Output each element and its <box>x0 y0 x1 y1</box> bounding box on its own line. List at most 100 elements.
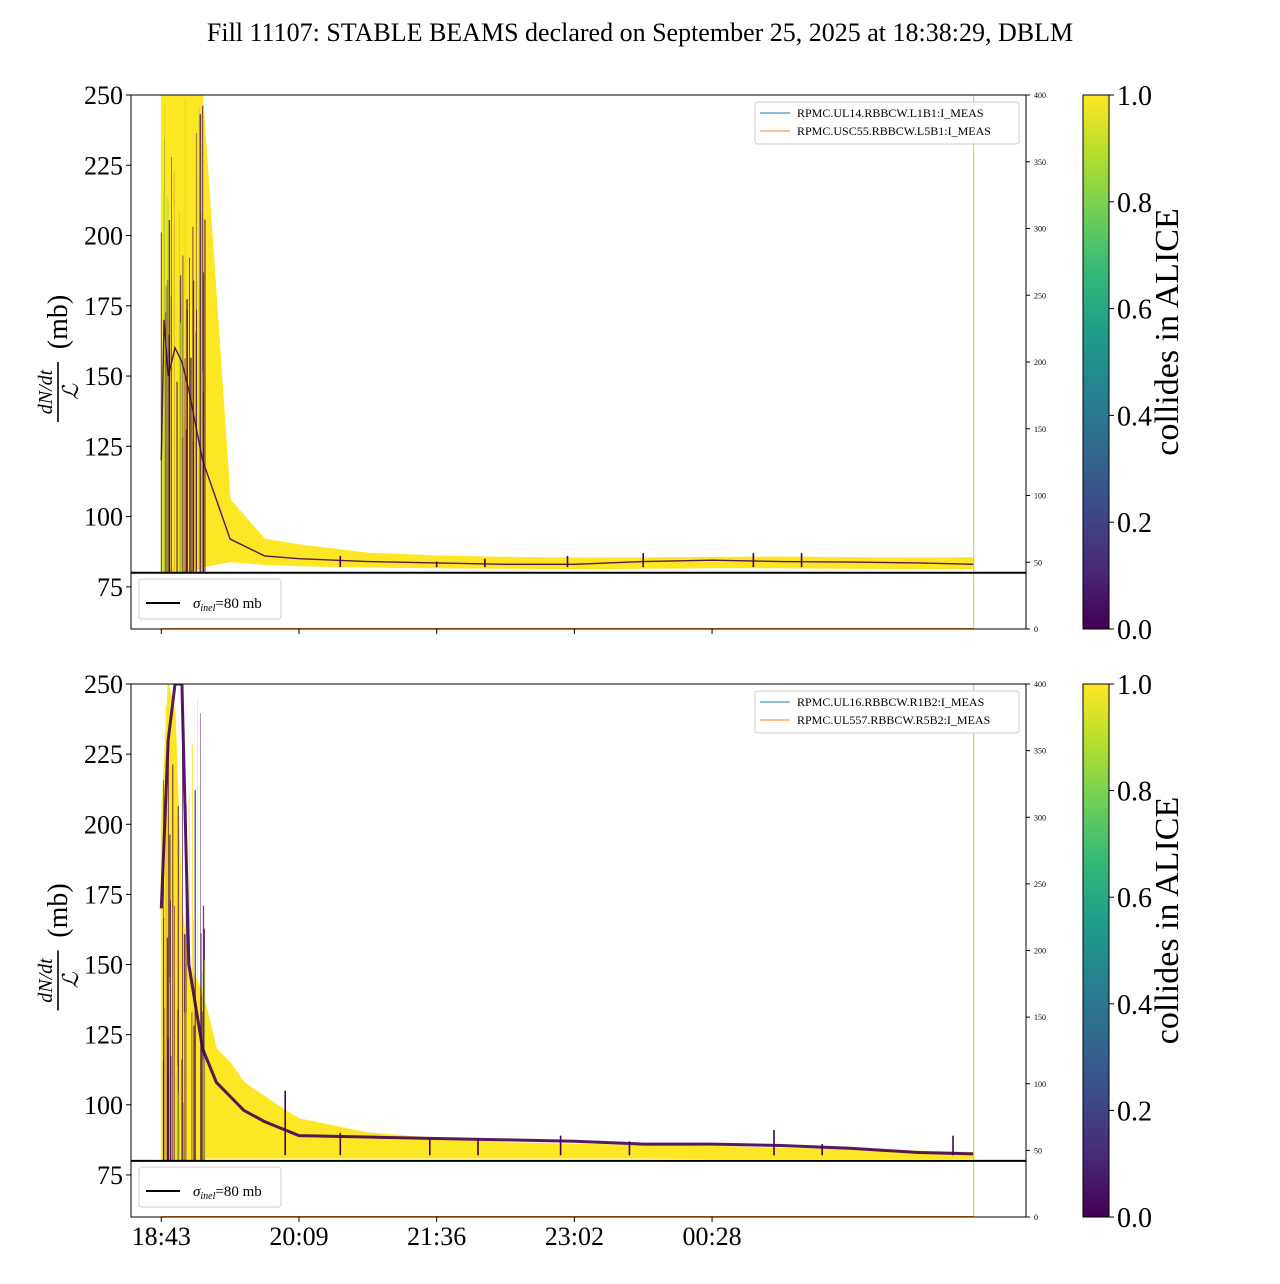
secondary-y-tick-label: 300 <box>1034 813 1046 822</box>
x-tick-label: 00:28 <box>682 1222 741 1251</box>
spikes <box>284 1090 954 1156</box>
legend-entry: RPMC.USC55.RBBCW.L5B1:I_MEAS <box>797 124 991 138</box>
legend-box <box>754 690 1020 734</box>
secondary-y-tick-label: 50 <box>1034 558 1042 567</box>
secondary-y-tick-label: 100 <box>1034 492 1046 501</box>
series-collides-1-band <box>160 95 975 574</box>
colorbar-tick-label: 1.0 <box>1117 670 1152 701</box>
legend-box <box>138 1166 282 1208</box>
series-collides-0-line <box>159 684 974 1156</box>
data-area <box>160 95 975 574</box>
sigma-legend-label: σinel=80 mb <box>193 596 262 614</box>
legend-box <box>754 101 1020 145</box>
y-tick-label: 225 <box>84 151 123 180</box>
colorbar: 0.0 0.2 0.4 0.6 0.8 1.0 collides in ALICE <box>1082 670 1186 1234</box>
y-tick-label: 175 <box>84 292 123 321</box>
legend-entry: RPMC.UL557.RBBCW.R5B2:I_MEAS <box>797 713 990 727</box>
secondary-y-tick-label: 200 <box>1034 358 1046 367</box>
sigma-subscript: inel <box>200 1191 215 1202</box>
burst-traces <box>160 98 206 573</box>
beam2-panel: 75 100 125 150 175 200 225 250 0 50 100 150 200 250 30… <box>35 670 1186 1251</box>
secondary-y-tick-label: 400 <box>1034 680 1046 689</box>
legend-entry: RPMC.UL14.RBBCW.L1B1:I_MEAS <box>797 106 984 120</box>
x-tick-label: 21:36 <box>407 1222 466 1251</box>
secondary-y-tick-label: 300 <box>1034 225 1046 234</box>
y-tick-label: 225 <box>84 740 123 769</box>
secondary-y-tick-label: 350 <box>1034 747 1046 756</box>
rpmc-legend: RPMC.UL16.RBBCW.R1B2:I_MEAS RPMC.UL557.RB… <box>754 690 1020 734</box>
rpmc-legend: RPMC.UL14.RBBCW.L1B1:I_MEAS RPMC.USC55.RB… <box>754 101 1020 145</box>
secondary-y-tick-label: 150 <box>1034 1013 1046 1022</box>
y-label-numerator: dN/dt <box>35 369 57 414</box>
series-collides-0-line <box>160 319 974 566</box>
x-tick-label: 23:02 <box>545 1222 604 1251</box>
spikes <box>339 553 803 568</box>
y-label-unit: (mb) <box>43 295 74 349</box>
colorbar-tick-label: 0.0 <box>1117 1203 1152 1234</box>
colorbar-label: collides in ALICE <box>1149 797 1186 1044</box>
sigma-legend: σinel=80 mb <box>138 578 282 620</box>
data-area <box>159 684 975 1162</box>
beam1-panel: 75 100 125 150 175 200 225 250 0 50 100 150 200 250 30… <box>35 81 1186 646</box>
y-tick-label: 150 <box>84 362 123 391</box>
secondary-y-tick-label: 400 <box>1034 91 1046 100</box>
y-tick-label: 125 <box>84 432 123 461</box>
secondary-y-tick-label: 250 <box>1034 880 1046 889</box>
colorbar-tick-label: 0.6 <box>1117 883 1152 914</box>
y-label-denominator: ℒ <box>58 971 83 988</box>
y-tick-label: 75 <box>97 573 123 602</box>
y-tick-label: 200 <box>84 810 123 839</box>
y-tick-label: 100 <box>84 503 123 532</box>
y-label-denominator: ℒ <box>58 383 83 400</box>
colorbar-tick-label: 0.0 <box>1117 615 1152 646</box>
colorbar: 0.0 0.2 0.4 0.6 0.8 1.0 collides in ALICE <box>1082 81 1186 646</box>
secondary-y-tick-label: 350 <box>1034 158 1046 167</box>
y-tick-label: 250 <box>84 670 123 699</box>
secondary-y-tick-label: 250 <box>1034 291 1046 300</box>
colorbar-label: collides in ALICE <box>1149 208 1186 455</box>
series-collides-1-band <box>160 684 975 1162</box>
sigma-suffix: =80 mb <box>215 1184 261 1200</box>
colorbar-tick-label: 0.8 <box>1117 777 1152 808</box>
colorbar-tick-label: 1.0 <box>1117 81 1152 112</box>
y-label-unit: (mb) <box>43 883 74 937</box>
colorbar-tick-label: 0.6 <box>1117 295 1152 326</box>
burst-traces <box>161 698 206 1161</box>
colorbar-gradient <box>1082 683 1110 1218</box>
sigma-symbol: σ <box>193 596 201 612</box>
colorbar-gradient <box>1082 94 1110 630</box>
y-tick-label: 150 <box>84 951 123 980</box>
secondary-y-tick-label: 0 <box>1034 625 1038 634</box>
sigma-legend: σinel=80 mb <box>138 1166 282 1208</box>
y-axis-label: dN/dt ℒ (mb) <box>35 295 83 422</box>
colorbar-tick-label: 0.2 <box>1117 1096 1152 1127</box>
secondary-y-tick-label: 200 <box>1034 947 1046 956</box>
legend-box <box>138 578 282 620</box>
sigma-subscript: inel <box>200 603 215 614</box>
colorbar-tick-label: 0.4 <box>1117 401 1152 432</box>
colorbar-tick-label: 0.8 <box>1117 188 1152 219</box>
y-axis-label: dN/dt ℒ (mb) <box>35 883 83 1011</box>
y-tick-label: 250 <box>84 81 123 110</box>
y-tick-label: 100 <box>84 1091 123 1120</box>
sigma-legend-label: σinel=80 mb <box>193 1184 262 1202</box>
secondary-y-tick-label: 100 <box>1034 1080 1046 1089</box>
secondary-y-tick-label: 50 <box>1034 1146 1042 1155</box>
secondary-y-tick-label: 150 <box>1034 425 1046 434</box>
colorbar-tick-label: 0.2 <box>1117 508 1152 539</box>
x-tick-label: 20:09 <box>269 1222 328 1251</box>
sigma-symbol: σ <box>193 1184 201 1200</box>
y-tick-label: 200 <box>84 222 123 251</box>
sigma-suffix: =80 mb <box>215 596 261 612</box>
legend-entry: RPMC.UL16.RBBCW.R1B2:I_MEAS <box>797 695 984 709</box>
y-tick-label: 75 <box>97 1161 123 1190</box>
y-label-numerator: dN/dt <box>35 958 57 1003</box>
figure-title: Fill 11107: STABLE BEAMS declared on Sep… <box>206 18 1074 47</box>
y-tick-label: 175 <box>84 880 123 909</box>
secondary-y-tick-label: 0 <box>1034 1213 1038 1222</box>
y-tick-label: 125 <box>84 1021 123 1050</box>
colorbar-tick-label: 0.4 <box>1117 990 1152 1021</box>
x-tick-label: 18:43 <box>132 1222 191 1251</box>
